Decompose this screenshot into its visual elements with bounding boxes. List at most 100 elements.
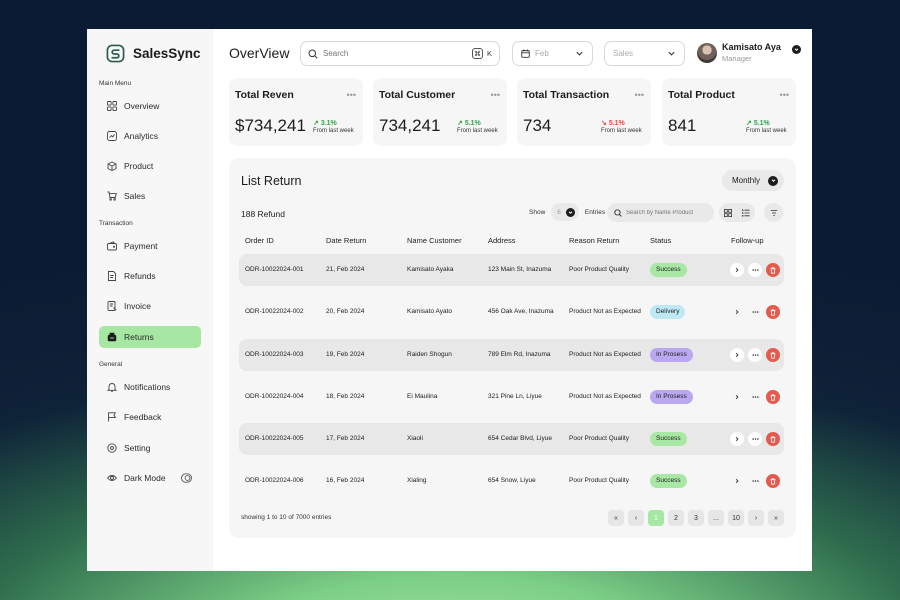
more-icon[interactable] (748, 432, 762, 446)
stat-title: Total Customer (379, 89, 456, 101)
stat-title: Total Transaction (523, 89, 610, 101)
filter-button[interactable] (764, 203, 783, 222)
dark-mode-toggle-icon[interactable] (181, 473, 192, 483)
chevron-right-icon[interactable] (730, 390, 744, 404)
page-button-1[interactable]: 1 (648, 510, 664, 526)
filter-icon (770, 209, 777, 216)
sidebar-item-label: Sales (124, 191, 146, 201)
cell-reason-return: Poor Product Quality (569, 266, 629, 273)
sidebar-item-overview[interactable]: Overview (99, 95, 201, 117)
column-header-order-id: Order ID (245, 236, 274, 245)
sidebar-item-dark-mode[interactable]: Dark Mode (99, 467, 201, 489)
trend-up-icon: ↗ (313, 120, 319, 127)
stat-delta: ↗ 5.1% From last week (457, 119, 498, 134)
sidebar-item-analytics[interactable]: Analytics (99, 125, 201, 147)
chevron-right-icon[interactable] (730, 305, 744, 319)
first-page-button[interactable]: « (608, 510, 624, 526)
cell-date-return: 20, Feb 2024 (326, 308, 365, 315)
cell-name-customer: Ei Maulina (407, 393, 438, 400)
cell-date-return: 16, Feb 2024 (326, 477, 365, 484)
more-icon[interactable] (748, 474, 762, 488)
page-button-3[interactable]: 3 (688, 510, 704, 526)
flag-icon (108, 412, 117, 422)
month-select[interactable]: Feb (512, 41, 593, 66)
next-page-button[interactable]: › (748, 510, 764, 526)
refund-count: 188 Refund (241, 209, 285, 219)
more-icon[interactable] (748, 263, 762, 277)
brand-logo-icon (106, 44, 125, 63)
stat-card-customer: Total Customer ••• 734,241 ↗ 5.1% From l… (373, 78, 507, 146)
trash-icon[interactable] (766, 263, 780, 277)
sidebar-item-sales[interactable]: Sales (99, 185, 201, 207)
more-icon[interactable]: ••• (346, 90, 356, 100)
sidebar-item-refunds[interactable]: Refunds (99, 265, 201, 287)
entries-select[interactable]: 6 (551, 203, 579, 221)
list-view-icon[interactable] (742, 208, 750, 217)
table-row[interactable]: ODR-10022024-003 19, Feb 2024 Raiden Sho… (239, 339, 784, 371)
sidebar-item-notifications[interactable]: Notifications (99, 376, 201, 398)
sidebar-item-label: Feedback (124, 412, 162, 422)
cell-reason-return: Product Not as Expected (569, 308, 641, 315)
gear-icon (107, 443, 117, 453)
search-input[interactable] (323, 49, 463, 58)
sidebar-item-product[interactable]: Product (99, 155, 201, 177)
type-select-value: Sales (613, 49, 634, 58)
section-title-transaction: Transaction (99, 220, 133, 227)
table-row[interactable]: ODR-10022024-001 21, Feb 2024 Kamisato A… (239, 254, 784, 286)
returns-panel: List Return Monthly 188 Refund Show 6 En… (229, 158, 796, 538)
trash-icon[interactable] (766, 390, 780, 404)
trash-icon[interactable] (766, 432, 780, 446)
more-icon[interactable] (748, 348, 762, 362)
box-icon (107, 161, 117, 171)
product-search-input[interactable] (626, 209, 712, 216)
search-icon (308, 49, 318, 59)
last-page-button[interactable]: » (768, 510, 784, 526)
profile-dropdown-icon[interactable] (791, 45, 801, 54)
table-row[interactable]: ODR-10022024-004 18, Feb 2024 Ei Maulina… (239, 381, 784, 413)
entries-label: Entries (584, 208, 606, 216)
chevron-right-icon[interactable] (730, 348, 744, 362)
prev-page-button[interactable]: ‹ (628, 510, 644, 526)
search-bar[interactable]: ⌘ K (300, 41, 500, 66)
page-button-10[interactable]: 10 (728, 510, 744, 526)
type-select[interactable]: Sales (604, 41, 685, 66)
chevron-down-icon (768, 175, 778, 186)
sidebar-item-label: Dark Mode (124, 473, 166, 483)
sidebar-item-setting[interactable]: Setting (99, 437, 201, 459)
chevron-right-icon[interactable] (730, 474, 744, 488)
chevron-right-icon[interactable] (730, 263, 744, 277)
stat-card-transaction: Total Transaction ••• 734 ↘ 5.1% From la… (517, 78, 651, 146)
more-icon[interactable] (748, 390, 762, 404)
more-icon[interactable]: ••• (490, 90, 500, 100)
stat-delta-sub: From last week (746, 128, 787, 134)
brand[interactable]: SalesSync (106, 44, 201, 63)
shortcut-key: K (486, 49, 492, 58)
status-badge: In Prosess (650, 390, 693, 404)
trash-icon[interactable] (766, 305, 780, 319)
page-ellipsis: ... (708, 510, 724, 526)
user-profile[interactable]: Kamisato Aya Manager (697, 42, 801, 63)
stat-delta-sub: From last week (601, 128, 642, 134)
chevron-right-icon[interactable] (730, 432, 744, 446)
trash-icon[interactable] (766, 348, 780, 362)
column-header-name-customer: Name Customer (407, 236, 462, 245)
sidebar-item-payment[interactable]: Payment (99, 235, 201, 257)
grid-view-icon[interactable] (724, 208, 732, 217)
table-row[interactable]: ODR-10022024-005 17, Feb 2024 Xiaoli 654… (239, 423, 784, 455)
view-toggle[interactable] (719, 203, 755, 222)
sidebar-item-invoice[interactable]: Invoice (99, 295, 201, 317)
return-box-icon (107, 332, 117, 342)
sidebar-item-returns[interactable]: Returns (99, 326, 201, 348)
period-select[interactable]: Monthly (721, 170, 784, 191)
product-search[interactable] (607, 203, 714, 222)
cell-address: 654 Snow, Liyue (488, 477, 536, 484)
table-row[interactable]: ODR-10022024-006 16, Feb 2024 Xialing 65… (239, 465, 784, 497)
table-row[interactable]: ODR-10022024-002 20, Feb 2024 Kamisato A… (239, 296, 784, 328)
trash-icon[interactable] (766, 474, 780, 488)
more-icon[interactable] (748, 305, 762, 319)
column-header-follow-up: Follow-up (731, 236, 764, 245)
page-button-2[interactable]: 2 (668, 510, 684, 526)
sidebar-item-feedback[interactable]: Feedback (99, 406, 201, 428)
more-icon[interactable]: ••• (634, 90, 644, 100)
more-icon[interactable]: ••• (779, 90, 789, 100)
